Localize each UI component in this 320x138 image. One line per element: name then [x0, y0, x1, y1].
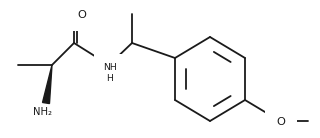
- Text: NH₂: NH₂: [34, 107, 52, 117]
- Text: O: O: [77, 10, 86, 20]
- Polygon shape: [43, 65, 52, 104]
- Text: NH
H: NH H: [103, 63, 117, 83]
- Text: O: O: [276, 117, 285, 127]
